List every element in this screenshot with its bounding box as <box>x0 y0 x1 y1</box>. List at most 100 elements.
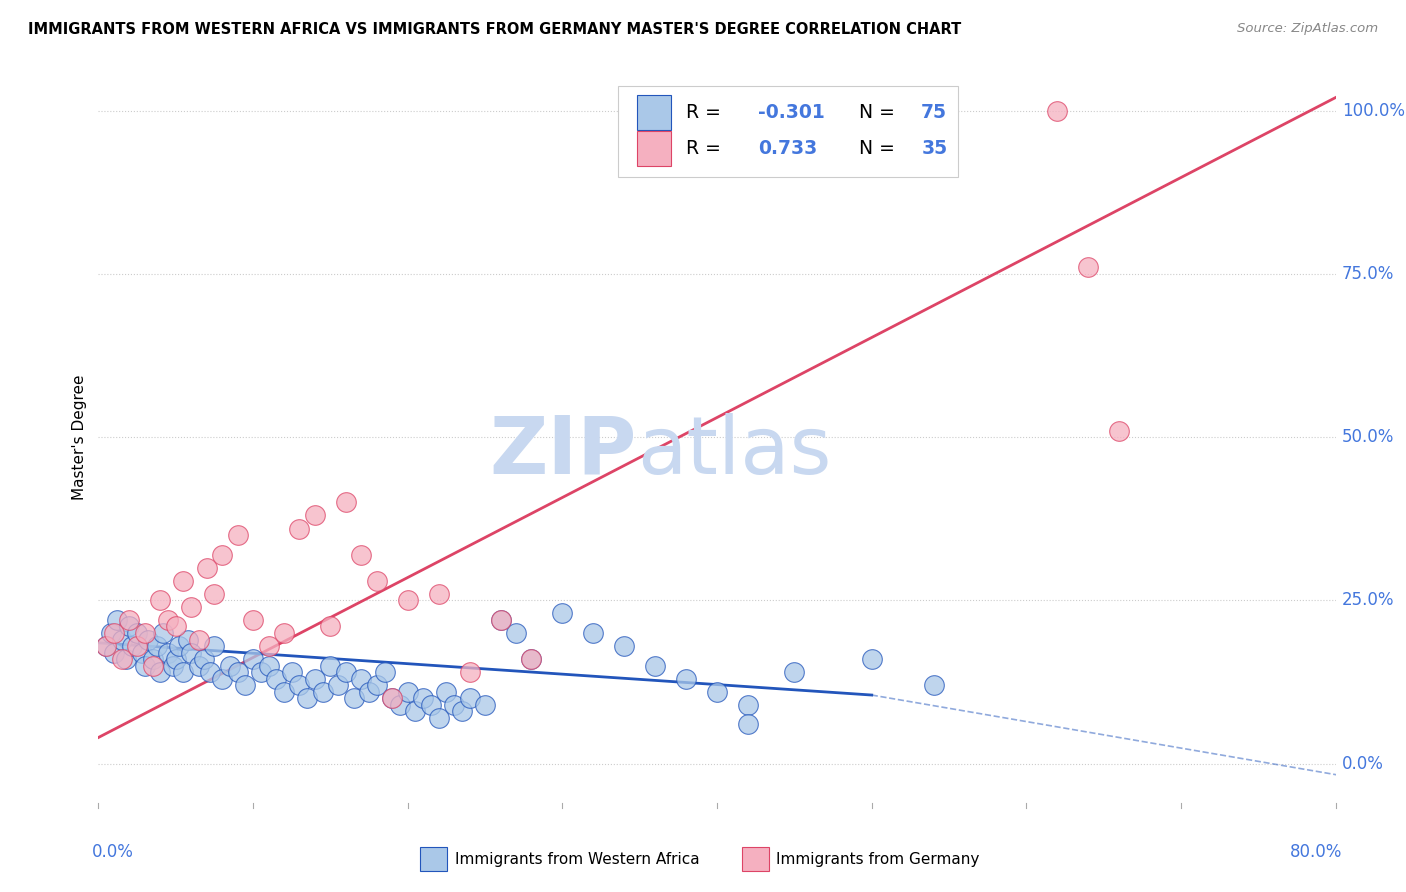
Point <box>427 587 450 601</box>
Point <box>188 658 211 673</box>
Point <box>111 632 132 647</box>
Bar <box>637 95 671 130</box>
Point <box>288 678 311 692</box>
Point <box>374 665 396 680</box>
FancyBboxPatch shape <box>619 86 959 178</box>
Point <box>613 639 636 653</box>
Point <box>396 593 419 607</box>
Bar <box>637 131 671 167</box>
Point <box>297 691 319 706</box>
Point <box>162 658 184 673</box>
Point <box>450 705 472 719</box>
Text: N =: N = <box>846 139 901 159</box>
Point <box>136 632 159 647</box>
Point <box>443 698 465 712</box>
Point <box>141 658 165 673</box>
Point <box>304 672 326 686</box>
Point <box>357 685 380 699</box>
Point <box>335 665 357 680</box>
Point <box>257 639 280 653</box>
Point <box>264 672 288 686</box>
Text: N =: N = <box>846 103 901 122</box>
Text: ZIP: ZIP <box>489 413 637 491</box>
Point <box>737 717 759 731</box>
Point <box>405 705 427 719</box>
Point <box>134 658 156 673</box>
Point <box>131 646 153 660</box>
Point <box>226 528 249 542</box>
Point <box>922 678 945 692</box>
Point <box>100 626 122 640</box>
Point <box>860 652 883 666</box>
Point <box>165 652 187 666</box>
Point <box>335 495 357 509</box>
Point <box>520 652 543 666</box>
Point <box>458 665 481 680</box>
Point <box>489 613 512 627</box>
Point <box>233 678 257 692</box>
Point <box>288 521 311 535</box>
Point <box>675 672 697 686</box>
Point <box>152 626 174 640</box>
Point <box>319 619 342 633</box>
Point <box>388 698 412 712</box>
Point <box>412 691 434 706</box>
Point <box>127 626 149 640</box>
Point <box>188 632 211 647</box>
Text: 0.0%: 0.0% <box>1341 755 1384 772</box>
Text: 75.0%: 75.0% <box>1341 265 1395 283</box>
Point <box>165 619 187 633</box>
Point <box>103 626 125 640</box>
Text: R =: R = <box>686 139 733 159</box>
Point <box>419 698 441 712</box>
Point <box>427 711 450 725</box>
Point <box>180 599 202 614</box>
Text: Immigrants from Germany: Immigrants from Germany <box>776 852 980 867</box>
Point <box>343 691 366 706</box>
Point <box>149 665 172 680</box>
Text: 25.0%: 25.0% <box>1341 591 1395 609</box>
Text: 0.733: 0.733 <box>758 139 817 159</box>
Bar <box>420 847 447 871</box>
Point <box>304 508 326 523</box>
Point <box>157 646 180 660</box>
Point <box>219 658 242 673</box>
Point <box>551 607 574 621</box>
Point <box>520 652 543 666</box>
Point <box>350 548 373 562</box>
Point <box>250 665 273 680</box>
Point <box>96 639 118 653</box>
Bar <box>742 847 769 871</box>
Y-axis label: Master's Degree: Master's Degree <box>72 375 87 500</box>
Point <box>273 626 295 640</box>
Point <box>366 678 388 692</box>
Point <box>118 613 141 627</box>
Point <box>242 652 264 666</box>
Point <box>193 652 215 666</box>
Text: 0.0%: 0.0% <box>93 843 134 861</box>
Point <box>118 619 141 633</box>
Point <box>366 574 388 588</box>
Point <box>146 639 169 653</box>
Point <box>737 698 759 712</box>
Point <box>350 672 373 686</box>
Point <box>172 665 194 680</box>
Point <box>273 685 295 699</box>
Point <box>381 691 404 706</box>
Point <box>96 639 118 653</box>
Point <box>783 665 806 680</box>
Text: 80.0%: 80.0% <box>1289 843 1341 861</box>
Point <box>103 646 125 660</box>
Point <box>1046 103 1069 118</box>
Point <box>396 685 419 699</box>
Point <box>242 613 264 627</box>
Text: 50.0%: 50.0% <box>1341 428 1395 446</box>
Point <box>172 574 194 588</box>
Text: Source: ZipAtlas.com: Source: ZipAtlas.com <box>1237 22 1378 36</box>
Point <box>211 672 233 686</box>
Point <box>257 658 280 673</box>
Point <box>141 652 165 666</box>
Point <box>115 652 138 666</box>
Point <box>127 639 149 653</box>
Point <box>644 658 666 673</box>
